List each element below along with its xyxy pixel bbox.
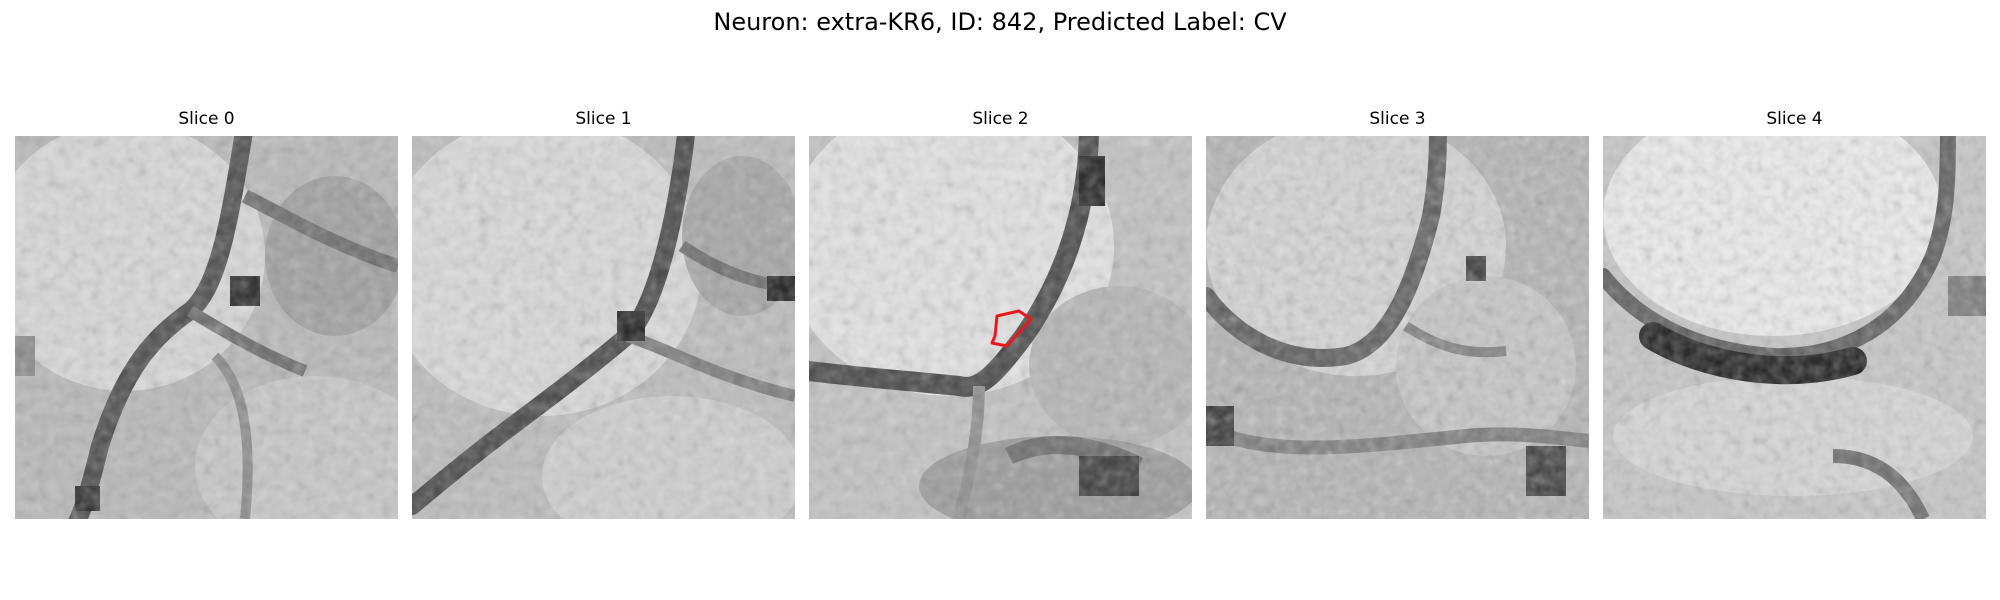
slice-panel-2: Slice 2	[809, 108, 1192, 519]
slice-panel-3: Slice 3	[1206, 108, 1589, 519]
slice-panel-1: Slice 1	[412, 108, 795, 519]
roi-outline	[990, 309, 1033, 348]
slice-panel-0: Slice 0	[15, 108, 398, 519]
slice-image-3	[1206, 136, 1589, 519]
slice-image-0	[15, 136, 398, 519]
slice-title-3: Slice 3	[1369, 109, 1426, 129]
slice-image-2	[809, 136, 1192, 519]
slice-title-0: Slice 0	[178, 109, 235, 129]
slice-title-4: Slice 4	[1766, 109, 1823, 129]
slice-title-2: Slice 2	[972, 109, 1029, 129]
figure-title: Neuron: extra-KR6, ID: 842, Predicted La…	[713, 8, 1287, 36]
slice-title-1: Slice 1	[575, 109, 632, 129]
slice-image-1	[412, 136, 795, 519]
slice-panel-4: Slice 4	[1603, 108, 1986, 519]
slice-image-4	[1603, 136, 1986, 519]
